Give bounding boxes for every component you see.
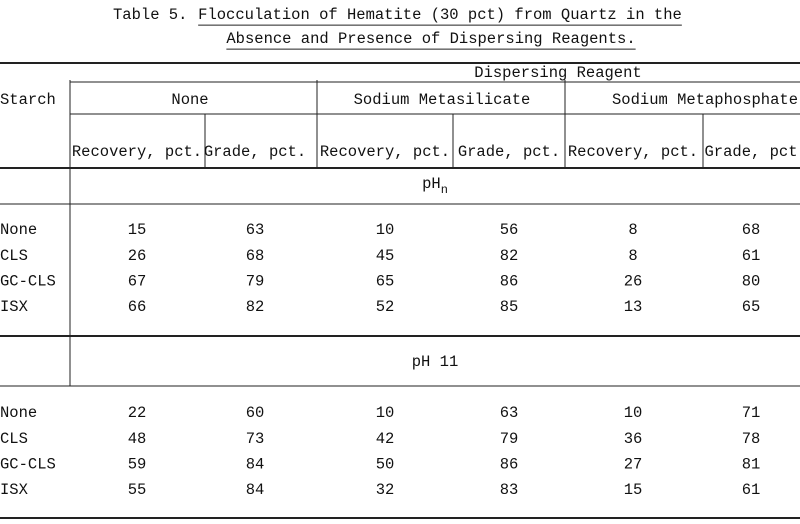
cell: 32	[376, 481, 395, 499]
cell: 10	[624, 404, 643, 422]
column-header: Recovery, pct.	[72, 143, 202, 161]
condition-label: pH 11	[412, 353, 459, 371]
cell: 61	[742, 247, 761, 265]
cell: 86	[500, 272, 519, 290]
column-header: Recovery, pct.	[320, 143, 450, 161]
cell: 84	[246, 455, 265, 473]
row-label: None	[0, 221, 37, 239]
cell: 8	[628, 247, 637, 265]
reagent-header: None	[171, 91, 208, 109]
cell: 68	[742, 221, 761, 239]
cell: 73	[246, 430, 265, 448]
cell: 52	[376, 298, 395, 316]
table-title: Absence and Presence of Dispersing Reage…	[226, 30, 635, 48]
cell: 50	[376, 455, 395, 473]
cell: 10	[376, 404, 395, 422]
cell: 27	[624, 455, 643, 473]
row-label: CLS	[0, 247, 28, 265]
cell: 71	[742, 404, 761, 422]
table-title: Flocculation of Hematite (30 pct) from Q…	[198, 6, 682, 24]
cell: 10	[376, 221, 395, 239]
cell: 79	[246, 272, 265, 290]
row-label: CLS	[0, 430, 28, 448]
cell: 61	[742, 481, 761, 499]
cell: 65	[376, 272, 395, 290]
stub-header: Starch	[0, 91, 56, 109]
column-header: Grade, pct.	[458, 143, 560, 161]
row-label: None	[0, 404, 37, 422]
cell: 15	[624, 481, 643, 499]
cell: 59	[128, 455, 147, 473]
row-label: ISX	[0, 481, 29, 499]
cell: 78	[742, 430, 761, 448]
cell: 60	[246, 404, 265, 422]
cell: 79	[500, 430, 519, 448]
cell: 85	[500, 298, 519, 316]
cell: 36	[624, 430, 643, 448]
cell: 81	[742, 455, 761, 473]
row-label: GC-CLS	[0, 455, 56, 473]
cell: 42	[376, 430, 395, 448]
condition-subscript: n	[441, 183, 448, 197]
cell: 84	[246, 481, 265, 499]
cell: 80	[742, 272, 761, 290]
cell: 55	[128, 481, 147, 499]
condition-label: pHn	[422, 175, 448, 197]
condition-text: pH 11	[412, 353, 459, 371]
cell: 26	[624, 272, 643, 290]
reagent-header: Sodium Metaphosphate	[612, 91, 798, 109]
cell: 63	[246, 221, 265, 239]
cell: 63	[500, 404, 519, 422]
cell: 68	[246, 247, 265, 265]
table-number: Table 5.	[113, 6, 187, 24]
reagent-header: Sodium Metasilicate	[354, 91, 531, 109]
cell: 48	[128, 430, 147, 448]
column-header: Grade, pct.	[204, 143, 306, 161]
cell: 56	[500, 221, 519, 239]
row-label: ISX	[0, 298, 29, 316]
cell: 8	[628, 221, 637, 239]
column-header: Grade, pct	[704, 143, 797, 161]
spanner-header: Dispersing Reagent	[474, 64, 641, 82]
cell: 15	[128, 221, 147, 239]
condition-text: pH	[422, 175, 441, 193]
column-header: Recovery, pct.	[568, 143, 698, 161]
cell: 45	[376, 247, 395, 265]
cell: 65	[742, 298, 761, 316]
cell: 82	[500, 247, 519, 265]
cell: 13	[624, 298, 643, 316]
cell: 66	[128, 298, 147, 316]
cell: 82	[246, 298, 265, 316]
cell: 83	[500, 481, 519, 499]
cell: 26	[128, 247, 147, 265]
row-label: GC-CLS	[0, 272, 56, 290]
cell: 22	[128, 404, 147, 422]
cell: 67	[128, 272, 147, 290]
cell: 86	[500, 455, 519, 473]
